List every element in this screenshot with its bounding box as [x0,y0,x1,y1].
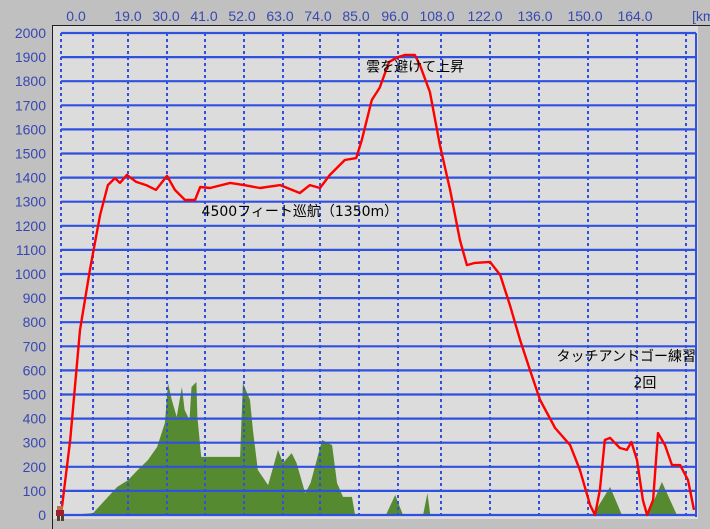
y-tick-label: 1600 [15,121,46,137]
x-tick-label: 19.0 [114,8,141,24]
terrain-area [61,382,696,515]
y-tick-label: 1400 [15,170,46,186]
x-tick-label: 74.0 [304,8,331,24]
x-tick-label: 96.0 [381,8,408,24]
frame-right-gutter [698,26,710,529]
frame-bottom-gutter [53,519,710,529]
y-tick-label: 0 [38,507,46,523]
x-tick-label: 136.0 [517,8,552,24]
x-tick-label: 164.0 [617,8,652,24]
x-tick-label: 108.0 [419,8,454,24]
x-tick-label: 30.0 [152,8,179,24]
annotation: タッチアンドゴー練習 [557,348,696,365]
y-tick-label: 700 [23,338,47,354]
x-tick-label: 122.0 [467,8,502,24]
pilot-icon [56,506,64,521]
y-tick-label: 900 [23,290,47,306]
y-tick-label: 1200 [15,218,46,234]
annotation: 2回 [634,375,657,391]
plot-frame [52,25,710,529]
x-tick-label: 0.0 [66,8,86,24]
y-tick-label: 1500 [15,146,46,162]
y-tick-label: 2000 [15,25,46,41]
altitude-line [59,53,696,517]
y-tick-label: 1300 [15,194,46,210]
y-tick-label: 1000 [15,266,46,282]
x-axis-unit: [km] [692,8,710,24]
x-tick-label: 85.0 [342,8,369,24]
y-tick-label: 800 [23,314,47,330]
y-tick-label: 200 [23,459,47,475]
y-tick-label: 1800 [15,73,46,89]
y-tick-label: 300 [23,435,47,451]
y-tick-label: 100 [23,483,47,499]
annotation: 4500フィート巡航（1350m） [202,204,399,220]
y-tick-label: 1100 [16,242,46,258]
x-tick-label: 41.0 [190,8,217,24]
annotation: 雲を避けて上昇 [366,60,464,76]
y-tick-label: 600 [23,362,47,378]
y-tick-label: 1700 [15,97,46,113]
y-tick-label: 400 [23,411,47,427]
y-tick-label: 1900 [15,49,46,65]
x-tick-label: 63.0 [266,8,293,24]
x-tick-label: 150.0 [567,8,602,24]
x-tick-label: 52.0 [228,8,255,24]
y-tick-label: 500 [23,387,47,403]
